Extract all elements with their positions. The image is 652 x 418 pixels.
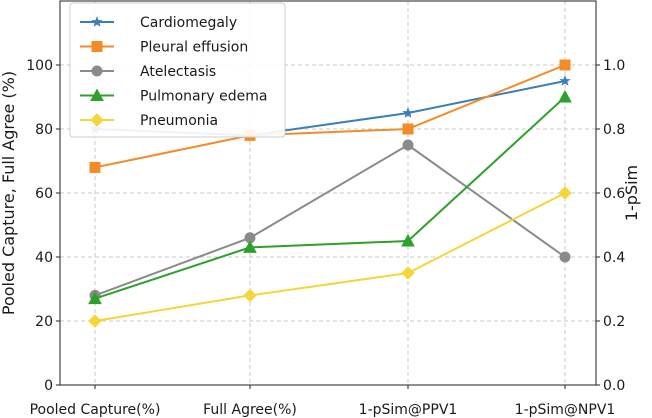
y-axis-label: Pooled Capture, Full Agree (%) (0, 71, 18, 315)
x-tick-label: Full Agree(%) (203, 402, 297, 418)
data-point (558, 89, 572, 103)
y-tick-label: 100 (26, 58, 53, 74)
legend-label: Pulmonary edema (140, 89, 267, 105)
y2-axis-label: 1-pSim (622, 165, 641, 221)
y2-tick-label: 0.2 (603, 314, 625, 330)
data-point (401, 233, 415, 247)
data-point (243, 240, 257, 253)
data-point (402, 139, 414, 151)
legend-item: Pneumonia (80, 113, 218, 129)
series-layer (88, 59, 572, 328)
legend-item: Pleural effusion (80, 40, 248, 56)
x-tick-label: 1-pSim@NPV1 (515, 402, 616, 418)
data-point (243, 288, 257, 303)
legend-box (69, 2, 286, 138)
data-point (402, 107, 414, 118)
y2-tick-label: 1.0 (603, 58, 625, 74)
y2-tick-label: 0.4 (603, 250, 625, 266)
legend-label: Pleural effusion (140, 40, 248, 56)
series-pneumonia (88, 186, 572, 328)
legend: Cardiomegaly Pleural effusion Atelectasis P… (69, 2, 286, 138)
ticks: 0 20 40 60 80 100 0.0 0.2 0.4 0.6 0.8 1.0 Pooled Cap… (26, 58, 625, 418)
series-line (94, 192, 566, 322)
legend-item: Pulmonary edema (80, 88, 267, 105)
series-pulmonary-edema (88, 89, 572, 305)
data-point (402, 123, 414, 135)
legend-marker (90, 88, 104, 101)
legend-label: Cardiomegaly (140, 15, 237, 31)
y2-tick-label: 0.6 (603, 186, 625, 202)
data-point (559, 75, 571, 86)
data-point (89, 161, 101, 173)
series-line (94, 64, 566, 169)
y-tick-label: 60 (35, 186, 53, 202)
legend-marker (91, 41, 103, 52)
legend-label: Pneumonia (140, 113, 218, 129)
data-point (558, 186, 572, 200)
x-tick-label: 1-pSim@PPV1 (359, 402, 458, 418)
data-point (559, 251, 571, 263)
legend-label: Atelectasis (140, 64, 216, 80)
legend-item: Cardiomegaly (80, 15, 237, 31)
y-tick-label: 80 (35, 122, 53, 138)
y-tick-label: 0 (44, 378, 53, 394)
legend-item: Atelectasis (80, 64, 216, 80)
x-tick-label: Pooled Capture(%) (30, 402, 161, 418)
legend-marker (91, 16, 103, 27)
y-tick-label: 20 (35, 314, 53, 330)
y-tick-label: 40 (35, 250, 53, 266)
data-point (401, 266, 415, 280)
y2-tick-label: 0.0 (603, 378, 625, 394)
legend-marker (90, 113, 104, 127)
series-line (94, 143, 566, 297)
series-line (94, 96, 566, 300)
data-point (88, 314, 102, 328)
y2-tick-label: 0.8 (603, 122, 625, 138)
data-point (88, 291, 102, 305)
data-point (559, 59, 571, 71)
legend-marker (91, 65, 103, 77)
